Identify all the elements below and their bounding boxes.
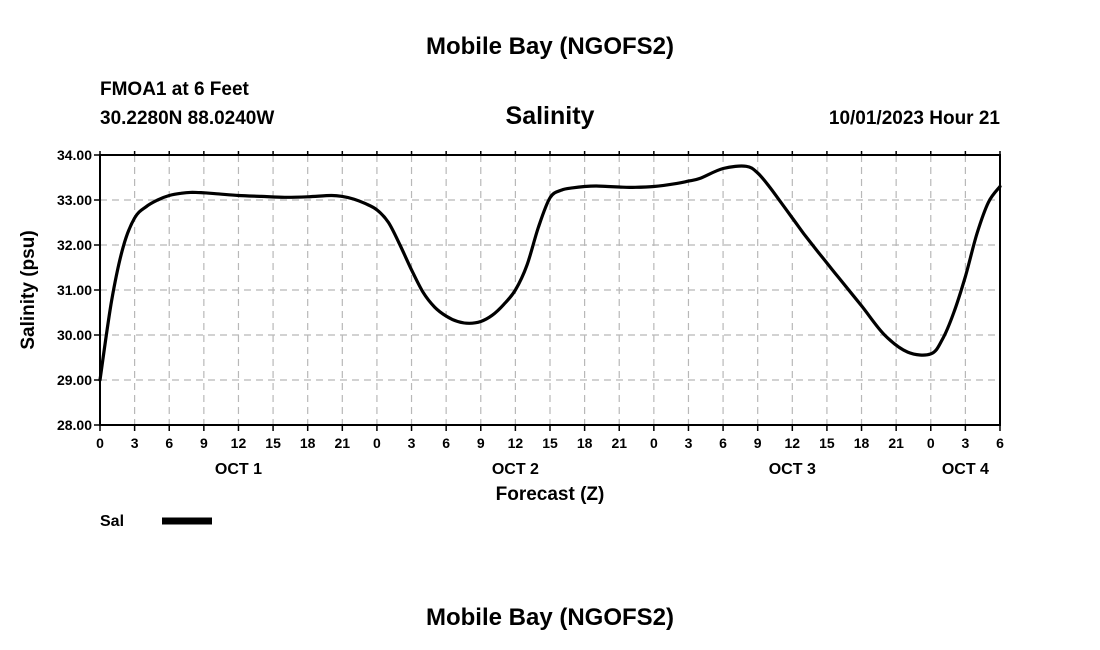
y-axis-ticks: 28.00 29.00 30.00 31.00 32.00 33.00 34.00 <box>57 147 100 433</box>
y-tick-label: 34.00 <box>57 147 92 163</box>
x-tick-label: 6 <box>996 435 1004 451</box>
x-tick-label: 6 <box>165 435 173 451</box>
x-tick-label: 15 <box>542 435 558 451</box>
x-tick-label: 12 <box>231 435 247 451</box>
coordinates-label: 30.2280N 88.0240W <box>100 108 274 129</box>
chart-title: Salinity <box>506 102 595 130</box>
x-axis-label: Forecast (Z) <box>496 484 605 505</box>
day-label: OCT 2 <box>492 461 539 478</box>
y-tick-label: 31.00 <box>57 282 92 298</box>
y-axis-label: Salinity (psu) <box>18 230 39 349</box>
x-tick-label: 21 <box>888 435 904 451</box>
legend-label: Sal <box>100 513 124 530</box>
x-axis-ticks: 0 3 6 9 12 15 18 21 0 3 6 9 12 15 18 21 0 3 6 9 12 15 18 21 0 3 6 <box>96 151 1004 451</box>
x-tick-label: 18 <box>577 435 593 451</box>
x-tick-label: 0 <box>96 435 104 451</box>
x-tick-label: 3 <box>408 435 416 451</box>
x-tick-label: 0 <box>373 435 381 451</box>
main-title: Mobile Bay (NGOFS2) <box>426 33 674 60</box>
x-tick-label: 6 <box>442 435 450 451</box>
datetime-label: 10/01/2023 Hour 21 <box>829 108 1001 129</box>
x-tick-label: 18 <box>300 435 316 451</box>
x-tick-label: 18 <box>854 435 870 451</box>
y-tick-label: 32.00 <box>57 237 92 253</box>
footer-title: Mobile Bay (NGOFS2) <box>426 604 674 631</box>
x-tick-label: 6 <box>719 435 727 451</box>
y-tick-label: 30.00 <box>57 327 92 343</box>
day-label: OCT 4 <box>942 461 989 478</box>
x-tick-label: 3 <box>961 435 969 451</box>
x-tick-label: 3 <box>131 435 139 451</box>
x-tick-label: 21 <box>611 435 627 451</box>
day-label: OCT 3 <box>769 461 816 478</box>
x-tick-label: 15 <box>819 435 835 451</box>
x-tick-label: 15 <box>265 435 281 451</box>
x-tick-label: 9 <box>200 435 208 451</box>
day-labels: OCT 1 OCT 2 OCT 3 OCT 4 <box>215 461 989 478</box>
day-label: OCT 1 <box>215 461 262 478</box>
station-label: FMOA1 at 6 Feet <box>100 79 250 100</box>
y-tick-label: 28.00 <box>57 417 92 433</box>
series-line-sal <box>98 164 1002 382</box>
y-tick-label: 29.00 <box>57 372 92 388</box>
x-tick-label: 3 <box>685 435 693 451</box>
x-tick-label: 0 <box>927 435 935 451</box>
y-tick-label: 33.00 <box>57 192 92 208</box>
x-tick-label: 9 <box>477 435 485 451</box>
x-tick-label: 0 <box>650 435 658 451</box>
x-tick-label: 21 <box>335 435 351 451</box>
plot-frame <box>99 154 1001 426</box>
x-tick-label: 12 <box>785 435 801 451</box>
x-tick-label: 9 <box>754 435 762 451</box>
x-tick-label: 12 <box>508 435 524 451</box>
series-layer <box>98 164 1002 382</box>
